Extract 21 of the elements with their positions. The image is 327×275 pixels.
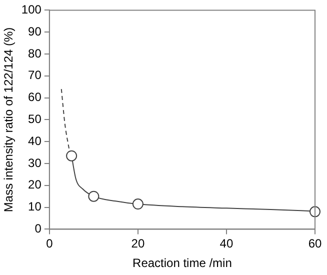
y-tick-label: 20	[28, 178, 42, 192]
x-tick-label: 0	[46, 236, 54, 251]
y-tick-label: 60	[28, 90, 42, 104]
y-tick-label: 0	[34, 222, 42, 236]
y-tick-label: 80	[28, 46, 42, 60]
y-tick-label: 90	[28, 24, 42, 38]
x-tick-label: 20	[131, 236, 145, 251]
point	[132, 198, 144, 210]
x-axis-title: Reaction time /min	[132, 256, 232, 270]
y-tick-label: 50	[28, 112, 42, 126]
x-tick-label: 60	[308, 236, 322, 251]
point	[88, 190, 100, 202]
y-axis-title: Mass intensity ratio of 122/124 (%)	[2, 27, 16, 212]
y-tick-label: 100	[21, 2, 42, 17]
y-tick-label: 30	[28, 156, 42, 170]
y-tick-label: 40	[28, 134, 42, 148]
y-tick-label: 70	[28, 68, 42, 82]
x-tick-label: 40	[220, 236, 234, 251]
point	[310, 206, 320, 218]
point	[66, 150, 78, 162]
y-tick-label: 10	[28, 200, 42, 214]
